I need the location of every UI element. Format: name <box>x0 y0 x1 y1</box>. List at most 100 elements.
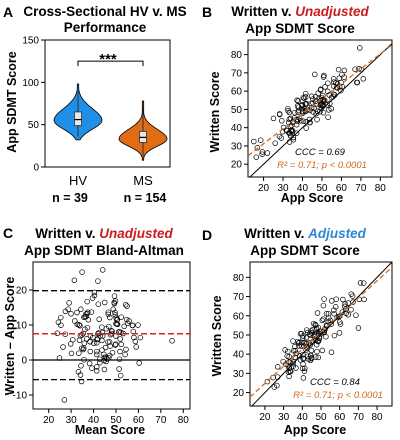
panel-a-title-line2: Performance <box>64 20 147 35</box>
panel-d-point <box>274 364 281 370</box>
panel-c-point <box>76 350 82 356</box>
panel-a-n-ms: n = 154 <box>124 191 167 205</box>
panel-c-point <box>87 339 93 345</box>
panel-d-title-emph: Adjusted <box>307 226 367 241</box>
panel-a-frame <box>44 39 171 168</box>
panel-b-lines <box>248 43 392 177</box>
panel-d-point <box>312 354 319 360</box>
panel-d-point <box>287 368 293 375</box>
panel-c-point <box>107 314 113 321</box>
panel-b-identity-line <box>249 43 392 177</box>
panel-d-point <box>331 310 337 317</box>
panel-b-point <box>308 100 314 107</box>
panel-b-point <box>336 75 343 81</box>
panel-d-point <box>337 319 343 325</box>
panel-a-xlabel-hv: HV <box>69 173 87 188</box>
panel-c-point <box>123 316 130 323</box>
panel-d-point <box>355 325 362 331</box>
panel-b-point <box>290 134 297 141</box>
panel-a-xlabel-ms: MS <box>133 173 153 188</box>
panel-c-point <box>91 340 97 347</box>
panel-b-point <box>302 94 309 100</box>
panel-d-point <box>325 310 332 317</box>
panel-b-point <box>314 116 320 123</box>
panel-d-point <box>336 330 343 336</box>
panel-b-point <box>278 135 285 141</box>
panel-d-point <box>323 310 330 317</box>
panel-b-point <box>303 125 309 131</box>
panel-a-title-line1: Cross-Sectional HV v. MS <box>23 4 186 19</box>
panel-d-point <box>290 338 296 344</box>
panel-c-point <box>95 330 102 336</box>
panel-c-frame <box>32 261 191 410</box>
panel-c-xtick-label: 80 <box>178 415 190 426</box>
panel-c-point <box>78 306 84 313</box>
panel-b-title-line2: App SDMT Score <box>245 21 355 36</box>
panel-d-lines <box>250 262 392 406</box>
panel-c-point <box>111 299 117 306</box>
panel-b-ytick-label: 70 <box>231 68 243 79</box>
panel-c-point <box>80 346 86 353</box>
panel-c-point <box>86 360 93 367</box>
panel-c-point <box>68 350 75 357</box>
panel-c-point <box>103 358 109 365</box>
panel-c-point <box>81 340 88 347</box>
panel-b-point <box>313 111 319 117</box>
panel-d-point <box>343 310 349 317</box>
panel-c-point <box>94 348 100 355</box>
panel-c-point <box>78 378 85 385</box>
panel-c-point <box>78 363 84 369</box>
panel-c-ytick-label: 0 <box>21 356 27 367</box>
panel-b-ylabel: Written Score <box>208 71 222 152</box>
panel-c-xlabel: Mean Score <box>75 423 145 437</box>
panel-d-point <box>345 300 352 306</box>
panel-c-point <box>116 366 122 372</box>
panel-c-title-line2: App SDMT Bland-Altman <box>24 243 184 258</box>
panel-b-point <box>300 94 307 101</box>
panel-d-point <box>280 358 286 365</box>
panel-d-title-line1: Written v. Adjusted <box>244 226 367 241</box>
panel-c-xtick-label: 40 <box>88 415 100 426</box>
panel-b-ytick-label: 60 <box>231 87 243 98</box>
panel-d-point <box>357 280 364 286</box>
panel-c-point <box>97 359 103 366</box>
panel-c-point <box>110 306 116 313</box>
panel-d-point <box>315 324 322 331</box>
panel-b-xtick-label: 50 <box>316 183 328 194</box>
panel-b-points <box>251 45 367 160</box>
panel-b-point <box>294 97 300 104</box>
panel-d-plot: 20 30 40 50 60 70 80 20 30 40 50 60 70 80 <box>233 261 393 423</box>
panel-c-point <box>58 314 64 321</box>
panel-b-point <box>311 105 317 112</box>
panel-d-point <box>343 306 349 312</box>
panel-d-point <box>299 365 306 372</box>
panel-b-point <box>286 116 293 123</box>
panel-b-xtick-label: 40 <box>297 183 309 194</box>
panel-b-xtick-label: 20 <box>258 183 270 194</box>
panel-d-xtick-label: 60 <box>334 412 346 423</box>
panel-d-point <box>303 347 309 353</box>
panel-b-point <box>322 84 328 90</box>
panel-c-point <box>81 356 87 363</box>
panel-c-point <box>94 336 100 343</box>
panel-b-point <box>338 87 344 94</box>
panel-d-point <box>300 375 307 381</box>
panel-b-point <box>259 151 265 157</box>
panel-b-point <box>285 108 291 114</box>
panel-b-xtick-label: 30 <box>277 183 289 194</box>
panel-c-xtick-label: 70 <box>155 415 167 426</box>
panel-d-ylabel: Written Score <box>210 295 224 376</box>
panel-b-point <box>312 94 319 100</box>
panel-b-point <box>357 45 363 51</box>
panel-c-point <box>121 323 127 330</box>
panel-d-point <box>308 328 314 334</box>
panel-c-title-line1: Written v. Unadjusted <box>35 226 173 241</box>
panel-d-point <box>320 316 327 322</box>
panel-d-point <box>342 301 348 307</box>
panel-b-point <box>257 137 264 143</box>
panel-b-frame <box>247 39 393 178</box>
panel-b-point <box>325 114 331 120</box>
panel-d-point <box>285 348 291 355</box>
panel-d-point <box>308 355 315 361</box>
panel-b-point <box>317 87 324 93</box>
